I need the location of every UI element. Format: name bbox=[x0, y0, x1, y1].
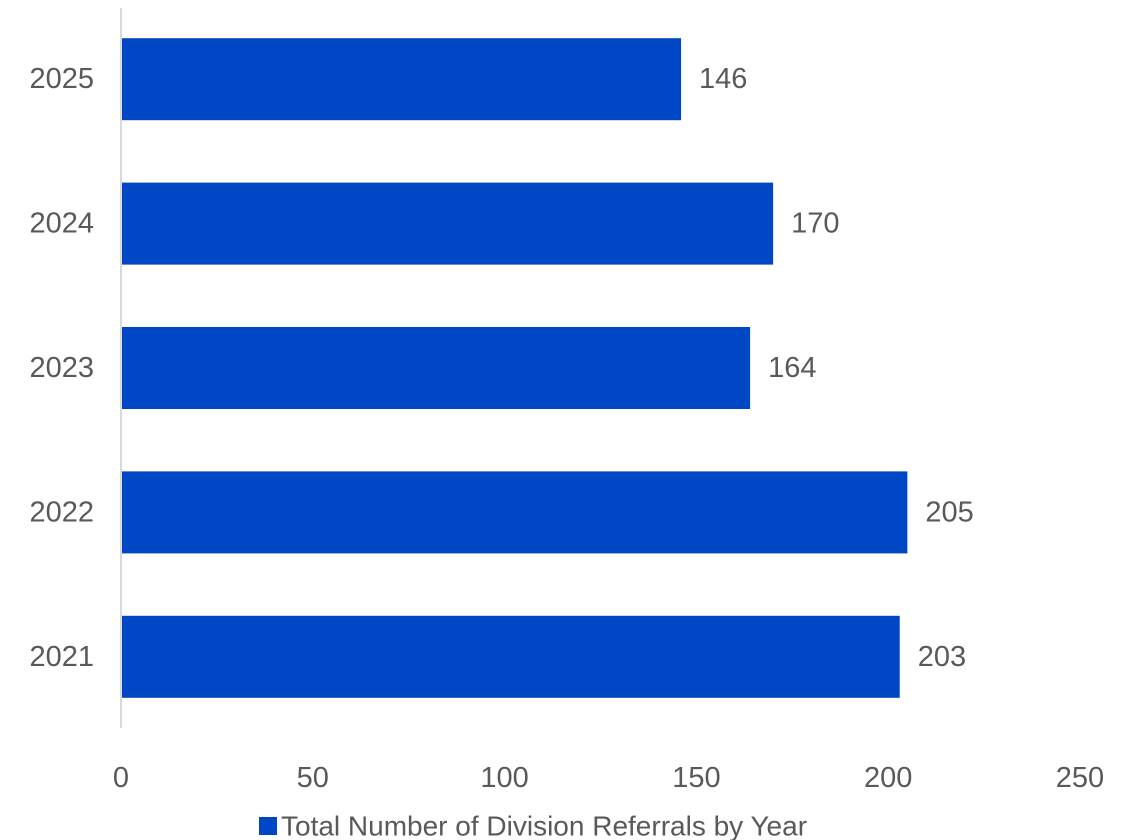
x-tick-label-100: 100 bbox=[480, 762, 528, 794]
data-label-2025: 146 bbox=[699, 63, 747, 95]
bar-2024 bbox=[121, 182, 774, 265]
legend: Total Number of Division Referrals by Ye… bbox=[259, 811, 807, 840]
x-tick-label-50: 50 bbox=[297, 762, 329, 794]
data-label-2021: 203 bbox=[918, 641, 966, 673]
bar-2025 bbox=[121, 38, 682, 121]
x-tick-label-0: 0 bbox=[113, 762, 129, 794]
category-label-2021: 2021 bbox=[29, 641, 94, 673]
bar-2022 bbox=[121, 471, 908, 554]
legend-swatch bbox=[259, 817, 277, 835]
category-label-2024: 2024 bbox=[29, 208, 94, 240]
bar-2021 bbox=[121, 615, 900, 698]
category-label-2023: 2023 bbox=[29, 352, 94, 384]
x-tick-label-200: 200 bbox=[864, 762, 912, 794]
bars-layer bbox=[121, 38, 908, 698]
value-axis-ticks: 0 50 100 150 200 250 bbox=[113, 762, 1104, 794]
category-label-2022: 2022 bbox=[29, 496, 94, 528]
data-label-2022: 205 bbox=[925, 496, 973, 528]
data-label-2024: 170 bbox=[791, 208, 839, 240]
data-label-2023: 164 bbox=[768, 352, 816, 384]
category-label-2025: 2025 bbox=[29, 63, 94, 95]
legend-label: Total Number of Division Referrals by Ye… bbox=[281, 811, 807, 840]
bar-2023 bbox=[121, 327, 751, 409]
category-axis-labels: 2025 2024 2023 2022 2021 bbox=[29, 63, 94, 673]
x-tick-label-150: 150 bbox=[672, 762, 720, 794]
x-tick-label-250: 250 bbox=[1056, 762, 1104, 794]
data-labels-layer: 146 170 164 205 203 bbox=[699, 63, 974, 673]
